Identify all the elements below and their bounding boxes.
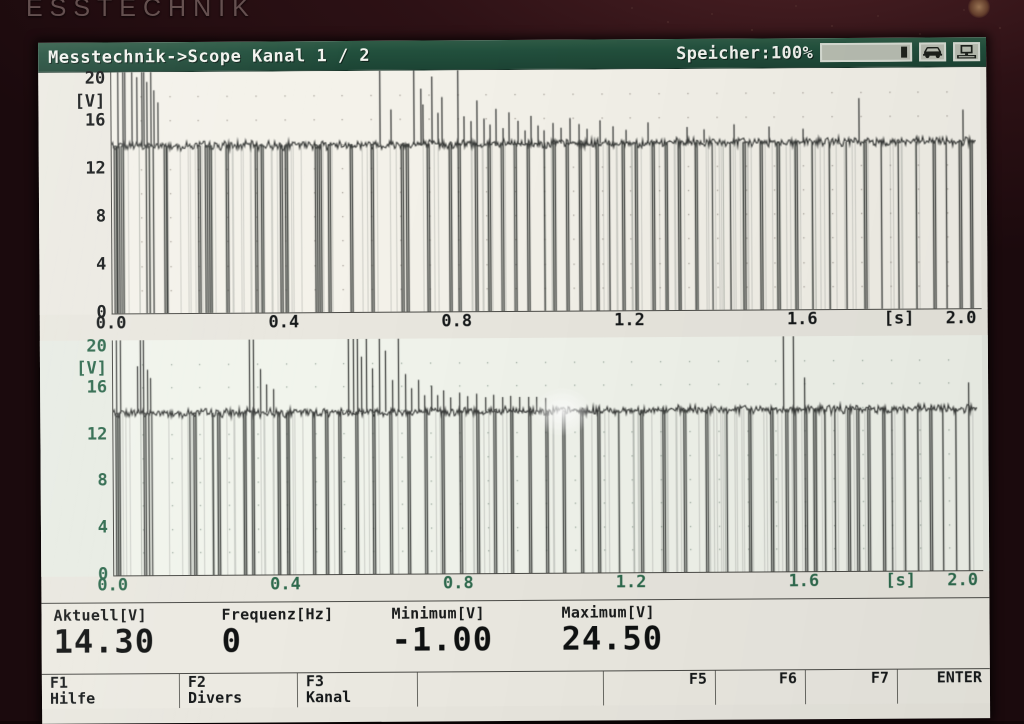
x-tick-label: 0.4 [268, 314, 299, 331]
x-tick-label: 0.4 [270, 576, 301, 593]
measurement-cell: Frequenz[Hz]0 [209, 602, 379, 659]
x-tick-label: 0.0 [96, 315, 127, 332]
x-tick-label: 2.0 [946, 310, 977, 327]
measurement-cell: Maximum[V]24.50 [549, 599, 799, 656]
trace-canvas-channel-1 [110, 67, 981, 314]
fkey-action-label: Hilfe [50, 691, 179, 708]
fkey-action-label: Kanal [306, 689, 417, 705]
waveform-channel-2 [113, 335, 978, 576]
fkey-blank [418, 671, 604, 706]
fkey-key-label [426, 672, 603, 673]
x-tick-label: 0.0 [97, 577, 128, 594]
x-tick-label: 1.2 [614, 312, 645, 329]
x-tick-label: 0.8 [441, 313, 472, 330]
measurement-value: 14.30 [54, 625, 210, 660]
x-tick-label: 1.6 [787, 311, 818, 328]
fkey-key-label: F6 [724, 671, 805, 687]
fkey-enter[interactable]: ENTER [898, 669, 990, 704]
fkey-action-label [426, 672, 603, 673]
y-tick-label: 8 [97, 473, 107, 490]
y-tick-label: 16 [85, 112, 106, 129]
y-tick-label: 20 [86, 338, 107, 355]
lcd-screen: Messtechnik->Scope Kanal 1 / 2 Speicher:… [38, 37, 990, 724]
y-axis-unit-label: [V] [75, 93, 106, 110]
memory-label: Speicher:100% [676, 43, 813, 64]
x-tick-label: 1.6 [788, 573, 819, 590]
window-title: Messtechnik->Scope Kanal 1 / 2 [48, 45, 370, 67]
x-tick-label: 1.2 [616, 574, 647, 591]
y-tick-label: 12 [87, 426, 108, 443]
car-icon[interactable] [919, 42, 946, 61]
y-axis-unit-label: [V] [76, 361, 107, 378]
fkey-key-label: F7 [814, 671, 897, 687]
fkey-f6[interactable]: F6 [716, 670, 806, 705]
measurement-value: -1.00 [392, 623, 550, 658]
fkey-key-label: ENTER [906, 670, 990, 686]
y-tick-label: 8 [96, 208, 106, 225]
waveform-channel-1 [111, 67, 976, 314]
y-tick-label: 16 [87, 379, 108, 396]
memory-gauge-fill [901, 47, 907, 58]
measurement-label: Frequenz[Hz] [221, 605, 379, 624]
y-tick-label: 12 [85, 160, 106, 177]
x-tick-label: 0.8 [443, 575, 474, 592]
titlebar-right: Speicher:100% [676, 42, 980, 64]
measurement-cell: Aktuell[V]14.30 [41, 603, 209, 660]
measurement-cell: Minimum[V]-1.00 [379, 601, 549, 658]
fkey-f7[interactable]: F7 [806, 670, 898, 705]
x-tick-label: 2.0 [947, 572, 978, 589]
computer-icon[interactable] [953, 42, 980, 61]
fkey-f5[interactable]: F5 [604, 671, 716, 706]
y-tick-label: 4 [96, 256, 106, 273]
trace-canvas-channel-2 [112, 335, 983, 576]
x-axis-unit-label: [s] [884, 311, 915, 328]
y-tick-label: 4 [98, 520, 108, 537]
measurement-value: 0 [222, 624, 380, 659]
measurement-value: 24.50 [562, 621, 800, 656]
fkey-action-label: Divers [188, 690, 297, 706]
memory-gauge-icon [820, 43, 912, 63]
fkey-key-label: F5 [612, 672, 715, 688]
brand-label: ESSTECHNIK [26, 0, 256, 23]
x-axis-unit-label: [s] [885, 573, 916, 590]
y-tick-label: 20 [85, 70, 106, 87]
